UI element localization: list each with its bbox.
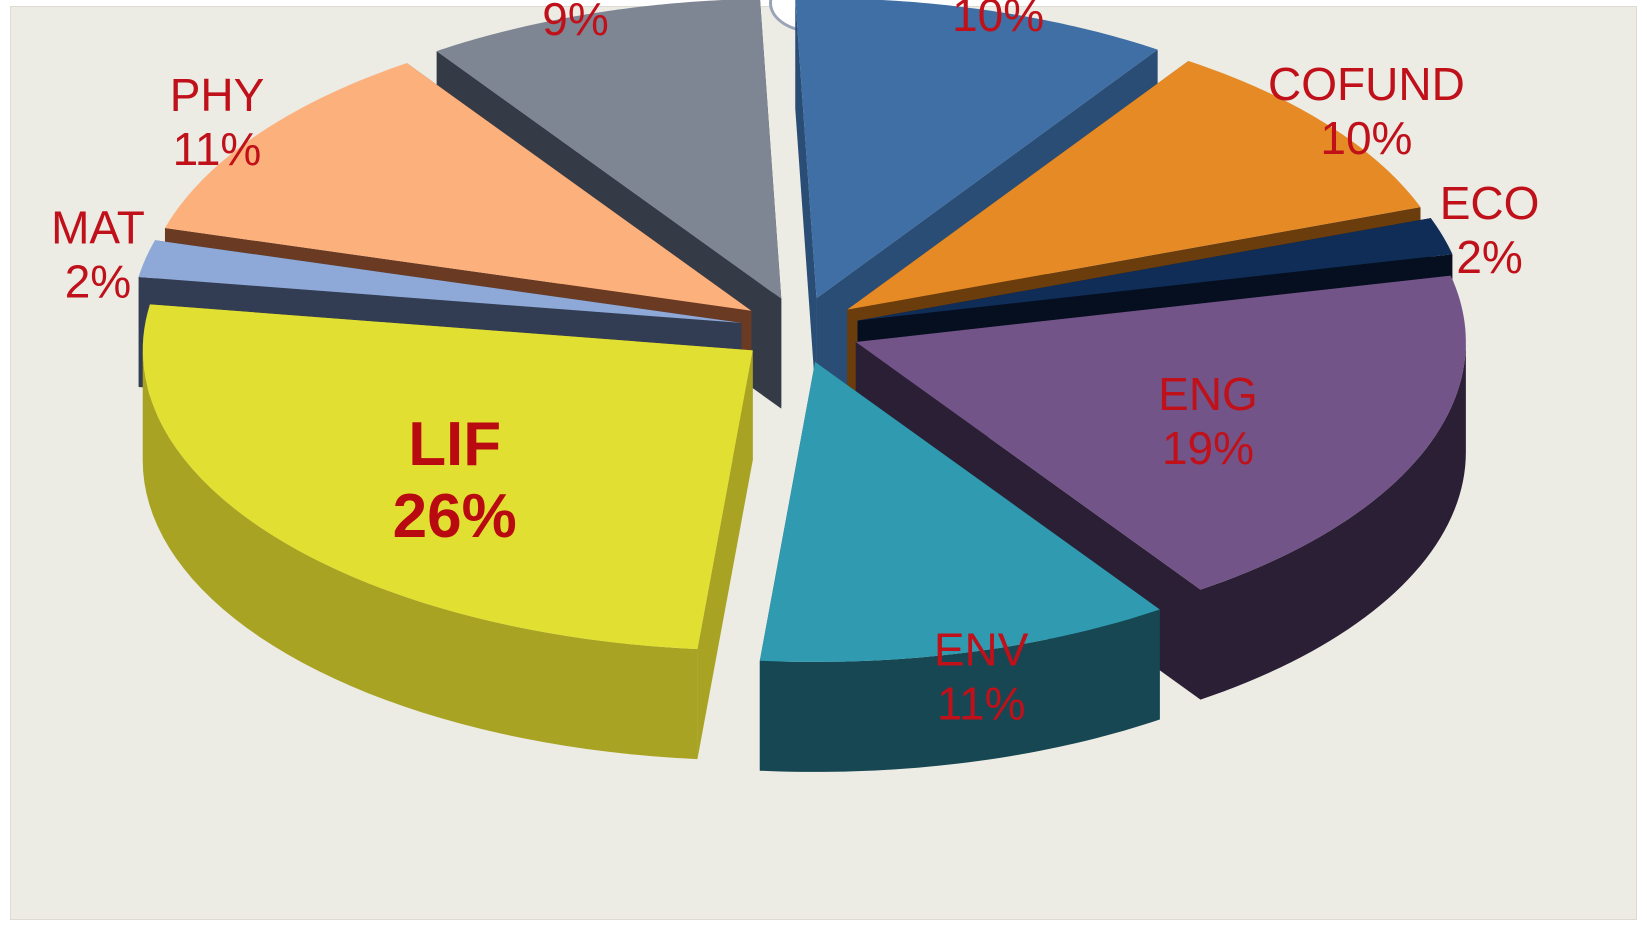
slice-label-soc-value: 9% [542,0,608,45]
slice-label-eng-name: ENG [1158,368,1258,420]
slice-env-rim-0 [759,609,1160,772]
slice-label-env-value: 11% [937,677,1026,729]
slice-mat-top [138,240,742,323]
slice-label-env-name: ENV [934,623,1029,675]
slice-label-env: ENV 11% [934,623,1029,729]
slice-lif-top [142,304,753,650]
slice-che-wall-0 [795,0,817,409]
slice-label-eng: ENG 19% [1158,368,1258,474]
slice-label-cofund-name: COFUND [1268,58,1465,110]
slice-label-mat: MAT 2% [51,201,145,307]
slice-label-cofund: COFUND 10% [1268,58,1465,164]
slice-label-che: CHE10% [950,0,1047,41]
slice-env-top [759,361,1160,662]
slice-label-lif-name: LIF [408,410,501,479]
slice-label-mat-value: 2% [65,255,131,307]
slice-phy-top [164,63,752,311]
slice-label-eco: ECO 2% [1440,177,1540,283]
slice-label-che-value: 10% [952,0,1044,41]
slice-label-eco-name: ECO [1440,177,1540,229]
slice-eng-top [855,275,1466,590]
slice-label-phy-value: 11% [173,123,262,175]
pie-labels: CHE10%COFUND10%ECO2%ENG19%ENV11%LIF26%MA… [51,0,1539,729]
slice-lif-rim-0 [142,350,698,760]
slice-env [759,361,1160,772]
slice-soc-top [436,0,782,299]
slice-label-lif-value: 26% [393,482,517,551]
slice-label-eng-value: 19% [1162,422,1254,474]
slice-che-top [795,0,1158,299]
slice-label-cofund-value: 10% [1320,112,1412,164]
slice-label-mat-name: MAT [51,201,145,253]
slice-eco-top [857,218,1453,321]
slice-lif [142,304,753,760]
pie-slices [138,0,1466,772]
slice-label-soc: SOC9% [526,0,626,45]
slice-label-eco-value: 2% [1456,231,1522,283]
slice-label-phy-name: PHY [170,69,265,121]
slice-cofund-top [847,60,1421,310]
slice-label-lif: LIF 26% [393,410,517,551]
slice-label-phy: PHY 11% [170,69,265,175]
slice-eng-rim-0 [1200,342,1466,700]
